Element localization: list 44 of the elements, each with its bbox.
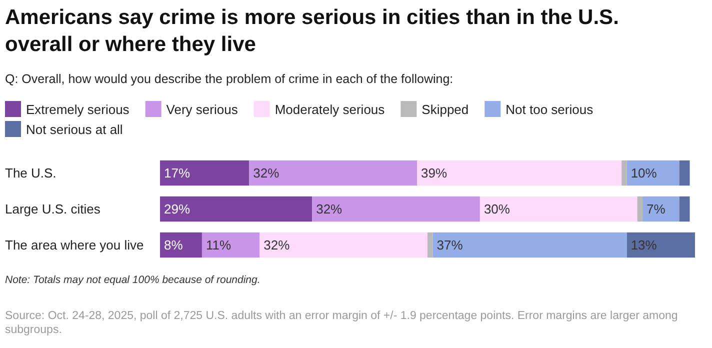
legend-label: Extremely serious (26, 102, 130, 117)
bar (679, 160, 690, 186)
bar (312, 196, 480, 222)
bar (622, 160, 627, 186)
bar (432, 232, 627, 258)
chart-title: Americans say crime is more serious in cities than in the U.S. overall or where they live (5, 6, 619, 56)
bar (417, 160, 622, 186)
bar (480, 196, 638, 222)
data-label: 7% (646, 202, 666, 216)
bar (642, 196, 680, 222)
legend-label: Not too serious (506, 102, 594, 117)
bar (202, 232, 260, 258)
data-label: 17% (164, 166, 190, 180)
data-label: 32% (264, 238, 290, 252)
y-tick-label: The area where you live (5, 238, 144, 252)
bar (626, 160, 680, 186)
bar (637, 196, 643, 222)
data-label: 29% (164, 202, 190, 216)
bar (679, 196, 690, 222)
bar (260, 232, 428, 258)
bar (160, 160, 250, 186)
source-note: Source: Oct. 24-28, 2025, poll of 2,725 U.S. adults with an error margin of +/- 1.9 percentage points. Error margins are larger among subgroups. (5, 310, 678, 336)
bar (160, 232, 202, 258)
data-label: 39% (421, 166, 448, 180)
data-label: 37% (436, 238, 464, 252)
data-label: 32% (253, 166, 280, 180)
bar (428, 232, 433, 258)
y-tick-label: Large U.S. cities (5, 202, 101, 216)
data-label: 10% (630, 166, 658, 180)
data-label: 8% (164, 238, 184, 252)
bar (626, 232, 695, 258)
bar (249, 160, 418, 186)
text: Note: Totals may not equal 100% because of rounding. (5, 274, 260, 286)
data-label: 32% (316, 202, 343, 216)
legend-label: Moderately serious (274, 102, 386, 117)
data-label: 11% (206, 238, 232, 252)
data-label: 13% (630, 238, 658, 252)
legend-label: Very serious (166, 102, 238, 117)
data-label: 30% (484, 202, 510, 216)
legend-label: Skipped (422, 102, 469, 117)
bar (160, 196, 312, 222)
chart-subtitle: Q: Overall, how would you describe the problem of crime in each of the following: (5, 72, 454, 86)
y-tick-label: The U.S. (5, 166, 56, 180)
legend-label: Not serious at all (26, 122, 123, 137)
